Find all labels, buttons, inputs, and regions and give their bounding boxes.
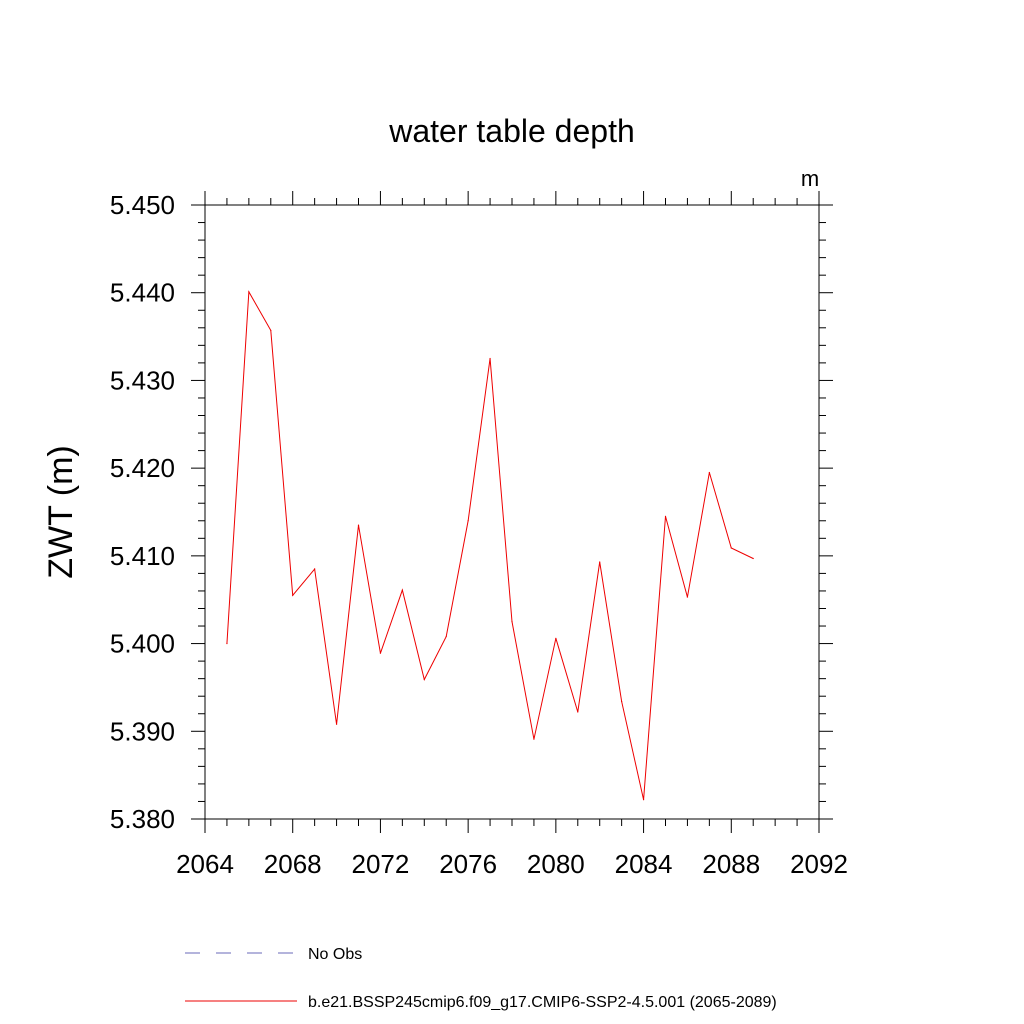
data-point xyxy=(730,547,732,549)
units-label: m xyxy=(801,166,819,191)
data-point xyxy=(642,799,645,801)
y-tick-label: 5.400 xyxy=(110,629,175,659)
major-ticks xyxy=(191,191,833,833)
x-tick-label: 2084 xyxy=(615,849,673,879)
x-tick-label: 2080 xyxy=(527,849,585,879)
data-point xyxy=(533,738,535,740)
y-axis-label: ZWT (m) xyxy=(42,445,80,578)
y-tick-label: 5.420 xyxy=(110,453,175,483)
data-point xyxy=(314,568,316,570)
data-point xyxy=(226,642,228,645)
data-point xyxy=(292,594,294,596)
y-tick-label: 5.430 xyxy=(110,365,175,395)
data-point xyxy=(357,524,360,526)
x-tick-label: 2088 xyxy=(702,849,760,879)
y-tick-label: 5.440 xyxy=(110,278,175,308)
y-tick-label: 5.390 xyxy=(110,716,175,746)
y-tick-label: 5.450 xyxy=(110,190,175,220)
x-tick-label: 2068 xyxy=(264,849,322,879)
series-line xyxy=(226,290,754,800)
series-points xyxy=(226,291,754,801)
minor-ticks xyxy=(198,198,826,826)
data-point xyxy=(664,515,667,517)
legend-label-ssp245: b.e21.BSSP245cmip6.f09_g17.CMIP6-SSP2-4.… xyxy=(308,994,777,1011)
legend: No Obs b.e21.BSSP245cmip6.f09_g17.CMIP6-… xyxy=(185,946,777,1011)
data-point xyxy=(555,637,557,639)
y-tick-labels: 5.380 5.390 5.400 5.410 5.420 5.430 5.440 5.450 xyxy=(110,190,175,834)
data-point xyxy=(467,520,469,522)
plot-frame xyxy=(204,204,820,820)
x-tick-label: 2092 xyxy=(790,849,848,879)
y-tick-label: 5.380 xyxy=(110,804,175,834)
x-tick-label: 2064 xyxy=(176,849,234,879)
data-point xyxy=(708,471,710,474)
data-point xyxy=(752,557,754,560)
data-point xyxy=(445,635,447,638)
data-point xyxy=(401,589,403,591)
x-tick-labels: 2064 2068 2072 2076 2080 2084 2088 2092 xyxy=(176,849,848,879)
x-tick-label: 2076 xyxy=(439,849,497,879)
x-tick-label: 2072 xyxy=(352,849,410,879)
data-point xyxy=(423,678,425,681)
data-point xyxy=(270,329,272,332)
data-point xyxy=(335,723,338,725)
data-point xyxy=(248,291,250,293)
series-lines xyxy=(226,290,754,800)
data-point xyxy=(489,357,491,360)
data-point xyxy=(599,561,601,563)
data-point xyxy=(577,711,579,713)
y-tick-label: 5.410 xyxy=(110,541,175,571)
chart-title: water table depth xyxy=(388,113,635,149)
data-point xyxy=(686,596,689,598)
data-point xyxy=(621,700,623,703)
data-point xyxy=(511,621,513,623)
data-point xyxy=(379,652,382,654)
legend-label-no-obs: No Obs xyxy=(308,946,362,963)
